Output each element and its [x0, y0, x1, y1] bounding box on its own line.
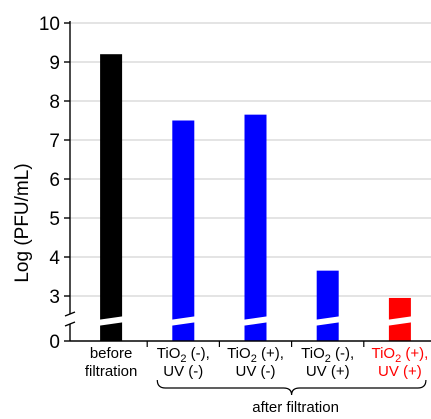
bar	[316, 270, 339, 341]
y-tick-label: 10	[39, 14, 60, 35]
x-tick-label: UV (+)	[306, 363, 350, 380]
after-filtration-group: after filtration	[156, 379, 427, 416]
y-axis-label: Log (PFU/mL)	[12, 163, 33, 282]
axes	[64, 21, 431, 347]
x-tick-label: UV (-)	[236, 363, 276, 380]
x-tick-label: UV (-)	[163, 363, 203, 380]
y-tick-label: 5	[49, 209, 60, 230]
bar	[172, 120, 195, 341]
y-tick-label: 4	[49, 248, 60, 269]
bar-break-gap	[169, 316, 198, 326]
y-tick-label: 6	[49, 170, 60, 191]
bar-break-gap	[97, 316, 126, 326]
x-tick-label: before	[90, 345, 133, 362]
y-tick-label: 9	[49, 53, 60, 74]
y-tick-label: 8	[49, 92, 60, 113]
group-label: after filtration	[252, 399, 339, 416]
x-tick-label: TiO2 (-),	[301, 345, 354, 365]
y-tick-label: 0	[49, 332, 60, 353]
y-tick-label: 3	[49, 287, 60, 308]
x-tick-label: TiO2 (-),	[157, 345, 210, 365]
group-bracket	[156, 379, 427, 396]
bar-break-gap	[241, 316, 270, 326]
x-tick-label: TiO2 (+),	[371, 345, 428, 365]
axis-break-mark	[64, 321, 76, 327]
x-tick-label: UV (+)	[378, 363, 422, 380]
y-tick-label: 7	[49, 131, 60, 152]
x-tick-label: filtration	[85, 363, 138, 380]
x-tick-label: TiO2 (+),	[227, 345, 284, 365]
axis-break-mark	[64, 311, 76, 317]
bar-break-gap	[313, 316, 342, 326]
y-axis-ticks: 0 3 4 5 6 7 8 9 10	[39, 14, 70, 353]
bars	[97, 54, 414, 342]
bar	[100, 54, 123, 341]
bar-break-gap	[385, 316, 414, 326]
bar	[244, 114, 267, 342]
